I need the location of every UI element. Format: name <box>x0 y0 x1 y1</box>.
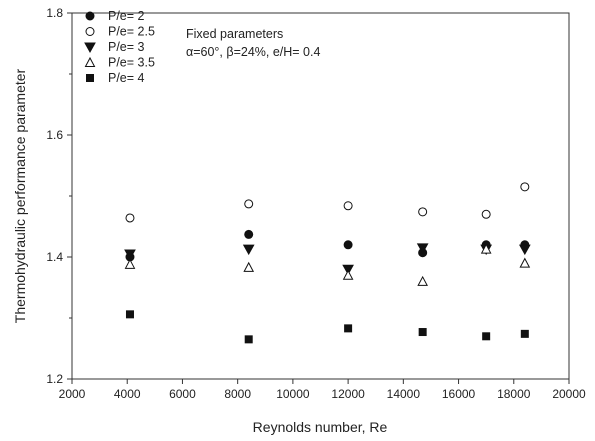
x-axis-title: Reynolds number, Re <box>253 419 388 435</box>
annotation-text: α=60°, β=24%, e/H= 0.4 <box>186 45 320 59</box>
legend-marker <box>85 27 95 36</box>
data-point <box>244 229 254 239</box>
annotation-title: Fixed parameters <box>186 27 283 41</box>
y-tick-label: 1.8 <box>46 6 63 20</box>
x-tick-label: 10000 <box>276 387 310 401</box>
data-point <box>125 310 134 319</box>
data-point <box>243 261 255 272</box>
x-tick-label: 2000 <box>59 387 86 401</box>
y-tick-label: 1.6 <box>46 128 63 142</box>
x-tick-label: 6000 <box>169 387 196 401</box>
legend-item: P/e= 3 <box>84 40 145 54</box>
data-point <box>343 240 353 250</box>
y-axis-title: Thermohydraulic performance parameter <box>12 68 28 323</box>
legend-label: P/e= 2.5 <box>108 25 155 39</box>
x-tick-label: 8000 <box>224 387 251 401</box>
x-tick-label: 14000 <box>387 387 421 401</box>
data-points <box>124 182 531 344</box>
data-point <box>518 244 531 256</box>
data-point <box>418 207 428 217</box>
legend-marker <box>84 56 96 67</box>
data-point <box>519 257 531 268</box>
data-point <box>520 329 529 338</box>
legend: P/e= 2 P/e= 2.5P/e= 3 P/e= 3.5P/e= 4 <box>84 9 155 85</box>
data-point <box>482 332 491 341</box>
legend-label: P/e= 3 <box>108 40 145 54</box>
data-point <box>342 264 354 276</box>
x-tick-label: 4000 <box>114 387 141 401</box>
series-1 <box>125 229 530 262</box>
data-point <box>418 328 427 337</box>
series-4 <box>124 243 531 286</box>
data-point <box>417 275 428 286</box>
legend-item: P/e= 2 <box>85 9 145 23</box>
data-point <box>124 249 136 260</box>
x-tick-label: 20000 <box>552 387 586 401</box>
x-tick-label: 12000 <box>331 387 365 401</box>
legend-item: P/e= 3.5 <box>84 56 155 70</box>
data-point <box>244 335 253 344</box>
y-tick-label: 1.4 <box>46 250 63 264</box>
data-point <box>244 199 254 209</box>
x-tick-label: 16000 <box>442 387 476 401</box>
data-point <box>520 182 530 192</box>
data-point <box>242 244 255 256</box>
data-point <box>125 213 135 223</box>
x-axis: 2000 4000 6000 8000 10000 12000 14000 16000 1800… <box>59 379 586 401</box>
legend-label: P/e= 2 <box>108 9 145 23</box>
x-tick-label: 18000 <box>497 387 531 401</box>
legend-item: P/e= 2.5 <box>85 25 155 39</box>
y-tick-label: 1.2 <box>46 372 63 386</box>
series-3 <box>124 243 531 276</box>
data-point <box>124 258 136 269</box>
data-point <box>343 201 353 211</box>
series-5 <box>125 310 529 344</box>
legend-marker <box>85 11 95 21</box>
y-axis: 1.2 1.4 1.6 1.8 <box>46 6 72 386</box>
legend-marker <box>86 74 94 82</box>
data-point <box>344 324 353 333</box>
data-point <box>480 243 492 254</box>
fixed-parameters-annotation: Fixed parameters α=60°, β=24%, e/H= 0.4 <box>186 27 320 59</box>
legend-marker <box>84 42 96 54</box>
series-2 <box>125 182 530 223</box>
data-point <box>416 243 429 254</box>
legend-label: P/e= 3.5 <box>108 56 155 70</box>
legend-item: P/e= 4 <box>86 71 145 85</box>
data-point <box>342 269 354 280</box>
legend-label: P/e= 4 <box>108 71 145 85</box>
data-point <box>481 209 491 219</box>
